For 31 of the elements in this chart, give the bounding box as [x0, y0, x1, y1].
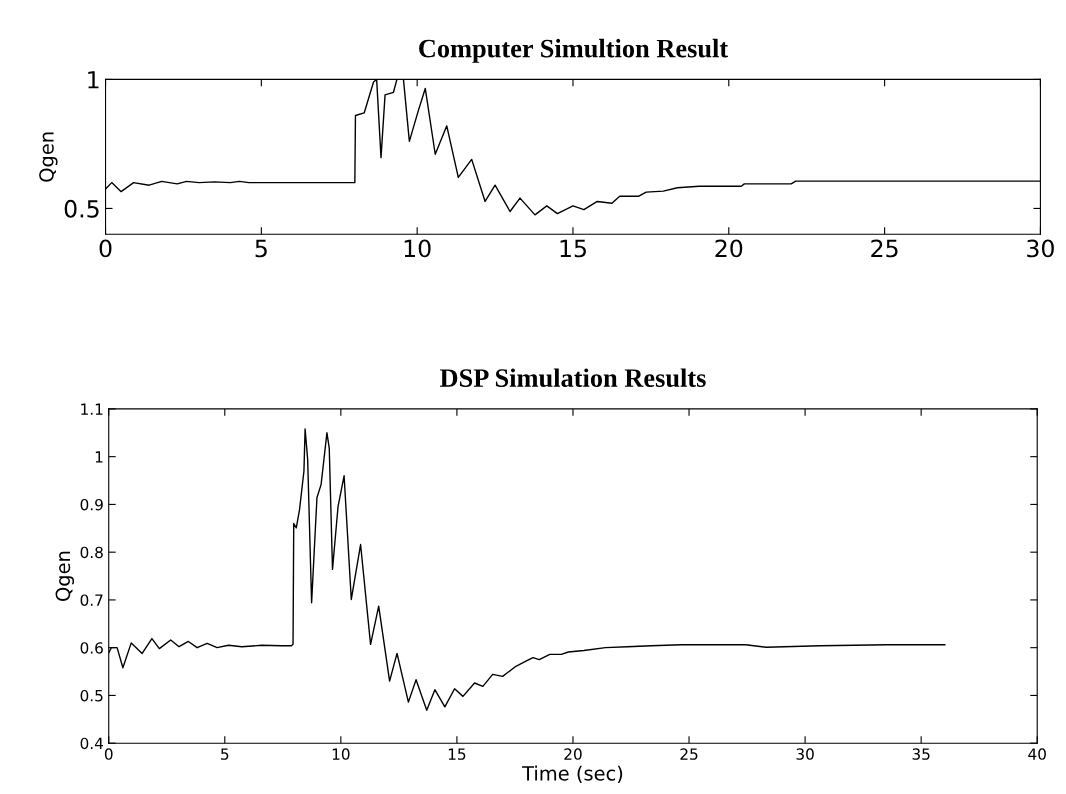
x-tick-label: 40	[1028, 748, 1046, 760]
x-tick-label: 20	[715, 239, 743, 258]
y-tick-label: 1.1	[81, 403, 103, 415]
x-tick-label: 0	[99, 239, 112, 258]
x-tick-label: 10	[332, 748, 350, 760]
x-tick-label: 25	[871, 239, 898, 258]
y-tick-label: 0.5	[64, 199, 99, 218]
x-tick-label: 5	[221, 748, 229, 760]
x-tick-label: 25	[680, 748, 698, 760]
y-tick-label: 0.4	[80, 737, 104, 750]
chart-title: DSP Simulation Results	[440, 368, 706, 388]
x-tick-label: 30	[1027, 239, 1054, 258]
x-tick-label: 20	[564, 748, 582, 760]
y-tick-label: 0.9	[80, 498, 103, 511]
x-tick-label: 15	[560, 239, 586, 258]
y-tick-label: 0.8	[80, 546, 103, 559]
y-tick-label: 0.7	[80, 594, 103, 606]
x-tick-label: 30	[796, 748, 814, 760]
y-axis-title: Qgen	[39, 132, 58, 182]
x-tick-label: 15	[448, 748, 466, 760]
x-axis-title: Time (sec)	[522, 765, 623, 783]
x-tick-label: 35	[912, 748, 930, 760]
y-tick-label: 1	[95, 451, 103, 463]
y-tick-label: 0.5	[80, 689, 103, 702]
y-tick-label: 1	[88, 71, 99, 89]
y-tick-label: 0.6	[80, 642, 103, 654]
x-tick-label: 0	[104, 748, 113, 760]
x-tick-label: 5	[255, 239, 267, 258]
chart-title: Computer Simultion Result	[419, 38, 729, 63]
y-axis-title: Qgen	[55, 551, 75, 601]
x-tick-label: 10	[404, 239, 431, 258]
